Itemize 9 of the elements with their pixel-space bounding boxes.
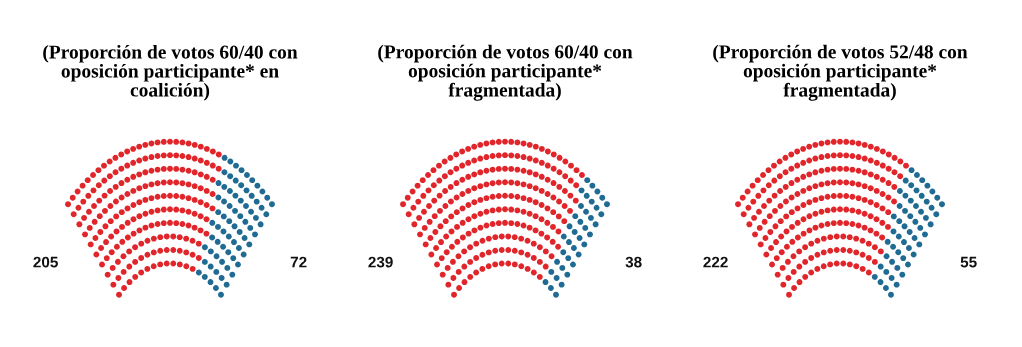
text: (Proporción de votos 60/40 con oposición participante* en coalición) xyxy=(43,44,298,101)
data-label: 72 xyxy=(290,256,307,268)
data-label: 222 xyxy=(703,256,728,268)
data-label: 205 xyxy=(33,256,58,268)
text: (Proporción de votos 52/48 con oposición participante* fragmentada) xyxy=(713,44,968,101)
data-label: 38 xyxy=(625,256,642,268)
text: (Proporción de votos 60/40 con oposición participante* fragmentada) xyxy=(378,44,633,101)
data-label: 55 xyxy=(960,256,977,268)
data-label: 239 xyxy=(368,256,393,268)
